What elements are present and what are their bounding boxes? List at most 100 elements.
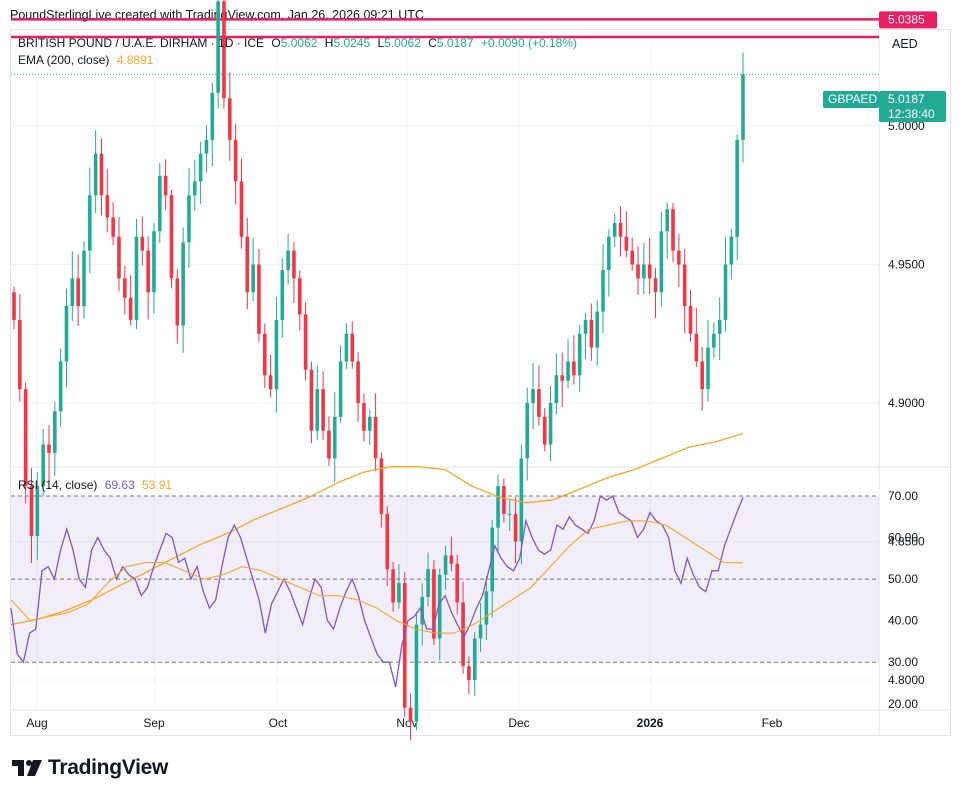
- candle: [327, 416, 331, 466]
- candle: [502, 478, 506, 523]
- candle: [659, 211, 664, 307]
- candle-body: [432, 569, 436, 639]
- candle-body: [344, 333, 349, 362]
- candle: [414, 611, 419, 731]
- candle-body: [379, 458, 384, 514]
- candle: [449, 536, 454, 572]
- candle-body: [717, 319, 722, 334]
- candle-body: [408, 707, 413, 722]
- candle-body: [262, 333, 267, 376]
- open-value: 5.0062: [280, 36, 318, 50]
- candle: [47, 425, 51, 481]
- rsi-tick-label: 50.00: [888, 572, 918, 586]
- candle: [467, 656, 471, 694]
- rsi-tick-label: 60.00: [888, 531, 918, 545]
- candle: [128, 275, 133, 326]
- candle: [706, 320, 710, 402]
- candle: [379, 452, 384, 528]
- price-tick-label: 4.9000: [888, 396, 925, 410]
- candle-body: [653, 278, 658, 293]
- candle-body: [169, 195, 174, 279]
- candle: [472, 631, 477, 697]
- candle: [525, 387, 530, 481]
- ema-line: [10, 432, 744, 626]
- candle-body: [630, 250, 634, 265]
- candle-body: [303, 314, 308, 370]
- candle-body: [257, 264, 261, 334]
- currency-label[interactable]: AED: [892, 37, 918, 51]
- candle: [332, 391, 337, 482]
- ema-legend[interactable]: EMA (200, close) 4.8891: [18, 53, 153, 67]
- candle: [548, 385, 553, 461]
- candle-body: [566, 361, 570, 381]
- candle-body: [712, 333, 716, 348]
- candle-body: [537, 389, 541, 417]
- candle: [70, 251, 75, 322]
- high-value: 5.0245: [333, 36, 371, 50]
- candle: [583, 313, 588, 360]
- candle: [309, 361, 314, 444]
- candle-body: [583, 319, 588, 334]
- candle-body: [677, 250, 681, 265]
- candle-body: [76, 278, 80, 307]
- x-tick-label: 2026: [637, 716, 664, 730]
- candle: [362, 393, 366, 442]
- open-label: O: [271, 36, 281, 50]
- candle: [274, 296, 279, 413]
- candle-body: [47, 444, 51, 453]
- candle-body: [671, 209, 675, 251]
- x-tick-label: Dec: [508, 716, 529, 730]
- candle-body: [332, 416, 337, 459]
- candle: [58, 348, 63, 427]
- candle-body: [99, 153, 104, 196]
- candle-body: [688, 306, 693, 334]
- rsi-legend[interactable]: RSI (14, close) 69.63 53.91: [18, 478, 172, 492]
- candle: [64, 288, 69, 388]
- symbol-title[interactable]: BRITISH POUND / U.A.E. DIRHAM · 1D · ICE: [18, 36, 265, 50]
- rsi-tick-label: 30.00: [888, 655, 918, 669]
- candle-body: [636, 264, 640, 279]
- candle: [297, 270, 302, 331]
- candle: [677, 234, 681, 287]
- candle-body: [245, 236, 250, 293]
- candle: [210, 82, 215, 167]
- candle-body: [297, 278, 302, 315]
- candle-body: [414, 624, 419, 722]
- candle-body: [385, 513, 390, 570]
- candle: [577, 324, 582, 392]
- price-tick-label: 4.8000: [888, 673, 925, 687]
- chart-frame: [10, 29, 951, 736]
- price-tick-label: 4.8500: [888, 535, 925, 549]
- candle-body: [268, 375, 273, 390]
- rsi-value: 69.63: [104, 478, 135, 492]
- low-label: L: [377, 36, 385, 50]
- high-label: H: [324, 36, 334, 50]
- candle-body: [589, 319, 594, 348]
- candle: [671, 202, 675, 263]
- candle-body: [286, 250, 290, 271]
- candle-body: [204, 139, 209, 154]
- candle: [647, 238, 652, 295]
- close-value: 5.0187: [436, 36, 474, 50]
- tradingview-logo[interactable]: TradingView: [12, 756, 168, 780]
- candle-body: [694, 333, 699, 362]
- candle: [35, 472, 40, 560]
- symbol-legend[interactable]: BRITISH POUND / U.A.E. DIRHAM · 1D · ICE…: [18, 36, 577, 50]
- candle: [239, 158, 244, 249]
- level-tag: [879, 11, 937, 29]
- low-value: 5.0062: [384, 36, 421, 50]
- candle: [134, 218, 139, 330]
- candle: [682, 248, 687, 334]
- ema-value: 4.8891: [116, 53, 154, 67]
- candle: [426, 552, 430, 607]
- candle: [105, 169, 110, 233]
- candle-body: [397, 583, 401, 603]
- candle: [303, 302, 308, 381]
- candle: [385, 506, 390, 586]
- candle: [484, 576, 489, 640]
- candle: [29, 468, 34, 564]
- candle-body: [123, 278, 127, 298]
- candle: [222, 0, 226, 109]
- candle: [402, 572, 407, 718]
